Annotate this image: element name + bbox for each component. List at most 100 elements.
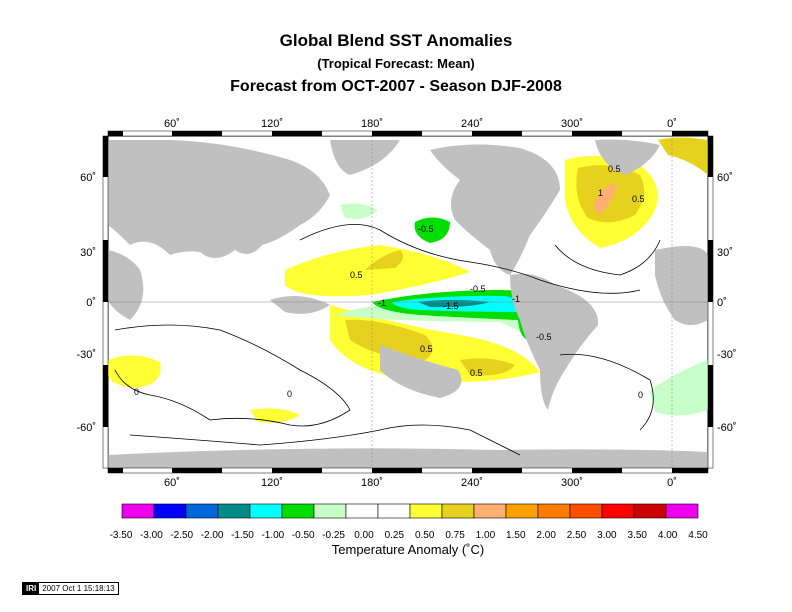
lat-label: 0˚ <box>86 297 96 309</box>
color-scale-legend: -3.50 -3.00 -2.50 -2.00 -1.50 -1.00 -0.50 -0.25… <box>110 503 709 541</box>
neatline-segment <box>372 468 422 473</box>
positive-anomaly-core-southeast <box>460 358 515 376</box>
positive-anomaly-core-south <box>345 319 433 360</box>
zero-contour-southern-ocean <box>129 424 521 456</box>
lon-label: 120˚ <box>261 477 283 489</box>
lon-label: 180˚ <box>361 118 383 130</box>
color-scale-tick-label: 2.50 <box>567 530 587 541</box>
color-swatch <box>153 503 187 519</box>
color-scale-tick-label: -2.00 <box>201 530 224 541</box>
neatline-segment <box>572 131 622 136</box>
siberia-landmass <box>330 140 400 175</box>
color-scale-tick-label: 4.50 <box>688 530 708 541</box>
color-scale-tick-label: 0.75 <box>445 530 465 541</box>
longitude-labels-bottom: 60˚ 120˚ 180˚ 240˚ 300˚ 0˚ <box>164 477 677 489</box>
maritime-continent-landmass <box>270 296 330 314</box>
lat-label: -30˚ <box>717 349 737 361</box>
latitude-labels-right: 60˚ 30˚ 0˚ -30˚ -60˚ <box>717 172 737 434</box>
lon-label: 60˚ <box>164 477 180 489</box>
color-scale-ticks: -3.50 -3.00 -2.50 -2.00 -1.50 -1.00 -0.50 -0.25… <box>110 530 709 541</box>
map-neatline <box>102 130 714 474</box>
color-scale-tick-label: 3.00 <box>597 530 617 541</box>
color-scale-swatches <box>121 503 699 519</box>
zero-contour-south-atlantic <box>559 353 654 431</box>
lon-label: 300˚ <box>561 477 583 489</box>
lat-label: 60˚ <box>717 172 733 184</box>
color-swatch <box>569 503 603 519</box>
color-scale-tick-label: 4.00 <box>658 530 678 541</box>
color-scale-tick-label: -0.25 <box>322 530 345 541</box>
iri-logo: IRI <box>23 583 40 594</box>
greenland-landmass <box>595 139 660 175</box>
color-scale-tick-label: 1.00 <box>476 530 496 541</box>
generation-timestamp: 2007 Oct 1 15:18:13 <box>42 584 115 593</box>
color-swatch <box>121 503 155 519</box>
zero-contour-north-atlantic <box>554 239 661 276</box>
map-subtitle: (Tropical Forecast: Mean) <box>317 56 475 71</box>
positive-anomaly-band-north <box>285 245 470 297</box>
color-swatch <box>249 503 283 519</box>
contour-label: -1.5 <box>443 301 459 311</box>
north-america-landmass <box>430 144 560 275</box>
neatline-segment <box>103 240 108 302</box>
lon-label: 240˚ <box>461 118 483 130</box>
color-scale-tick-label: -3.50 <box>110 530 133 541</box>
neatline-segment <box>572 468 622 473</box>
zero-contour-north-pacific <box>299 224 641 294</box>
contour-label: -0.5 <box>536 332 552 342</box>
latitude-labels-left: 60˚ 30˚ 0˚ -30˚ -60˚ <box>76 172 96 434</box>
australia-landmass <box>380 345 462 398</box>
color-scale-tick-label: -1.50 <box>231 530 254 541</box>
map-plot-area: 0.5 0.5 -0.5 -1 -1.5 -1 -0.5 0.5 0.5 -0.… <box>108 136 708 468</box>
color-scale-tick-label: 0.25 <box>385 530 405 541</box>
africa-east-landmass <box>108 250 144 320</box>
color-swatch <box>441 503 475 519</box>
contour-label: -1 <box>512 294 520 304</box>
color-swatch <box>185 503 219 519</box>
zero-contours <box>114 224 661 456</box>
neatline-segment <box>708 365 713 427</box>
lat-label: 0˚ <box>717 297 727 309</box>
neatline-segment <box>272 131 322 136</box>
north-pacific-negative <box>414 217 450 243</box>
contour-label: -0.5 <box>418 224 434 234</box>
color-scale-tick-label: 2.00 <box>536 530 556 541</box>
antarctica-landmass <box>108 448 708 468</box>
color-scale-tick-label: -3.00 <box>140 530 163 541</box>
color-swatch <box>537 503 571 519</box>
neatline-segment <box>672 468 708 473</box>
lat-label: 60˚ <box>80 172 96 184</box>
map-title: Global Blend SST Anomalies <box>279 31 513 50</box>
lon-label: 0˚ <box>667 477 677 489</box>
color-swatch <box>633 503 667 519</box>
south-atlantic-weak-negative <box>650 360 708 416</box>
neatline-segment <box>108 468 123 473</box>
color-scale-tick-label: -0.50 <box>292 530 315 541</box>
color-scale-tick-label: 3.50 <box>628 530 648 541</box>
lon-label: 240˚ <box>461 477 483 489</box>
north-atlantic-peak <box>593 184 617 215</box>
eurasia-landmass <box>108 140 330 259</box>
positive-anomaly-core-north <box>365 250 404 270</box>
footer-stamp: IRI 2007 Oct 1 15:18:13 <box>22 582 119 595</box>
neatline-segment <box>472 131 522 136</box>
lat-label: -60˚ <box>717 422 737 434</box>
land-masses <box>108 139 708 468</box>
lon-label: 180˚ <box>361 477 383 489</box>
neatline-segment <box>708 240 713 302</box>
contour-label: -1 <box>378 298 386 308</box>
color-swatch <box>473 503 507 519</box>
south-indian-positive <box>250 408 300 423</box>
lon-label: 60˚ <box>164 118 180 130</box>
contour-label: 0 <box>638 390 643 400</box>
north-pacific-weak-negative <box>340 203 378 219</box>
contour-label: 0.5 <box>632 194 645 204</box>
color-swatch <box>601 503 635 519</box>
contour-label: 0.5 <box>608 164 621 174</box>
color-swatch <box>377 503 411 519</box>
lat-label: 30˚ <box>717 247 733 259</box>
lon-label: 0˚ <box>667 118 677 130</box>
neatline-segment <box>472 468 522 473</box>
contour-label: 0 <box>287 389 292 399</box>
contour-label: -0.5 <box>470 284 486 294</box>
